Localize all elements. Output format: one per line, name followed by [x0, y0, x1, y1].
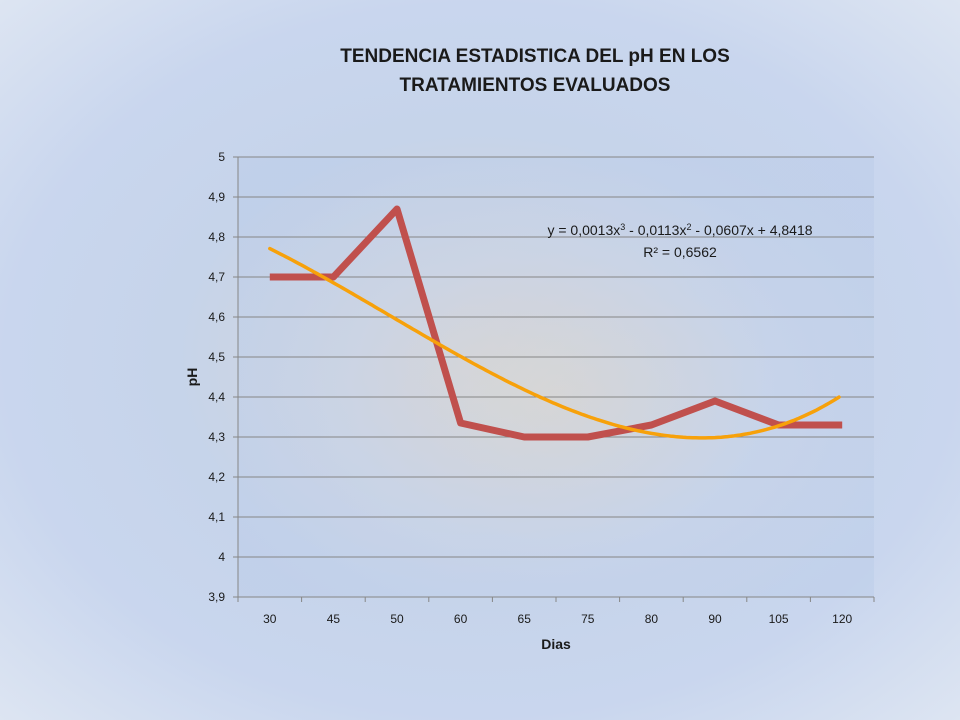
trendline-equation: y = 0,0013x3 - 0,0113x2 - 0,0607x + 4,84…	[547, 222, 812, 238]
equation-mid: - 0,0113x	[625, 222, 686, 238]
y-tick-label: 5	[218, 150, 225, 164]
x-axis-label: Dias	[541, 636, 571, 652]
chart-title-line-2: TRATAMIENTOS EVALUADOS	[400, 75, 671, 96]
y-tick-label: 4,8	[208, 230, 225, 244]
x-tick-label: 60	[454, 612, 468, 626]
y-axis-ticks: 3,9 4 4,1 4,2 4,3 4,4 4,5 4,6 4,7 4,8 4,9 5	[208, 150, 238, 604]
y-tick-label: 4,4	[208, 390, 225, 404]
y-axis-label: pH	[184, 368, 200, 387]
x-tick-label: 65	[518, 612, 532, 626]
y-tick-label: 4,7	[208, 270, 225, 284]
equation-sup-3: 3	[620, 222, 625, 232]
x-tick-label: 75	[581, 612, 595, 626]
equation-suffix: - 0,0607x + 4,8418	[692, 222, 813, 238]
x-tick-label: 90	[708, 612, 722, 626]
x-tick-label: 45	[327, 612, 341, 626]
y-tick-label: 4,9	[208, 190, 225, 204]
y-tick-label: 4	[218, 550, 225, 564]
equation-sup-2: 2	[686, 222, 691, 232]
plot-area	[238, 157, 874, 597]
y-tick-label: 4,3	[208, 430, 225, 444]
x-axis-ticks: 30 45 50 60 65 75 80 90 105 120	[237, 597, 875, 626]
equation-prefix: y = 0,0013x	[547, 222, 620, 238]
x-tick-label: 105	[769, 612, 789, 626]
trendline-layer	[268, 246, 841, 440]
y-tick-label: 3,9	[208, 590, 225, 604]
x-tick-label: 30	[263, 612, 277, 626]
ph-series-line	[269, 205, 843, 441]
y-tick-label: 4,1	[208, 510, 225, 524]
r-squared-label: R² = 0,6562	[643, 244, 717, 260]
y-tick-label: 4,2	[208, 470, 225, 484]
x-tick-label: 120	[832, 612, 852, 626]
series-layer	[269, 205, 843, 441]
y-tick-label: 4,6	[208, 310, 225, 324]
chart-title-line-1: TENDENCIA ESTADISTICA DEL pH EN LOS	[340, 46, 730, 67]
polynomial-trendline	[268, 246, 841, 440]
y-tick-label: 4,5	[208, 350, 225, 364]
gridlines	[238, 156, 874, 558]
x-tick-label: 50	[390, 612, 404, 626]
x-tick-label: 80	[645, 612, 659, 626]
